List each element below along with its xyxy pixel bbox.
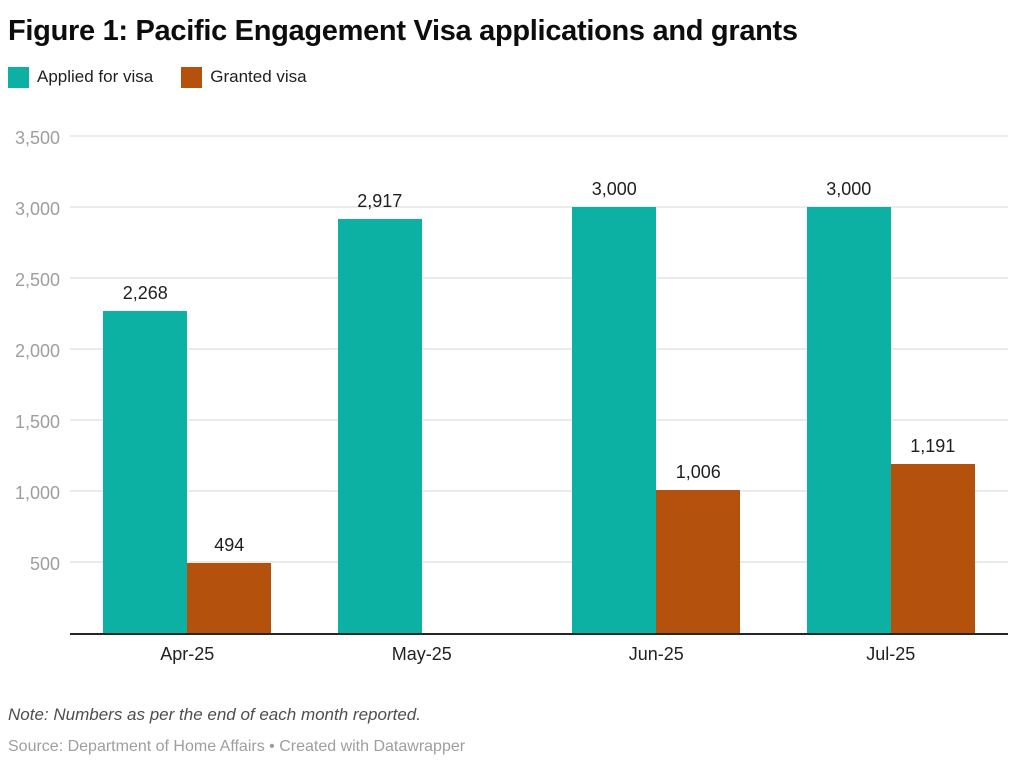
y-tick-label: 2,500 xyxy=(14,269,60,290)
bar-granted-visa xyxy=(656,489,741,633)
bar-value-label: 1,191 xyxy=(910,435,956,456)
bar-slot: 1,006 xyxy=(656,138,741,633)
bar-groups: 2,268 494 2,917 3,000 1,006 3,000 1,191 xyxy=(70,138,1008,633)
bar-applied-for-visa xyxy=(806,206,891,633)
legend-label-applied: Applied for visa xyxy=(37,67,154,87)
bar-value-label: 2,917 xyxy=(357,190,403,211)
bar-slot: 2,268 xyxy=(103,138,188,633)
legend-item-applied: Applied for visa xyxy=(8,66,154,88)
x-axis: Apr-25 May-25 Jun-25 Jul-25 xyxy=(70,635,1008,665)
y-tick-label: 3,500 xyxy=(14,127,60,148)
bar-applied-for-visa xyxy=(572,206,657,633)
legend-item-granted: Granted visa xyxy=(181,66,307,88)
chart-title: Figure 1: Pacific Engagement Visa applic… xyxy=(8,15,798,47)
bar-applied-for-visa xyxy=(103,310,188,633)
chart-source: Source: Department of Home Affairs • Cre… xyxy=(8,737,466,755)
bar-granted-visa xyxy=(187,562,272,633)
bar-slot: 3,000 xyxy=(572,138,657,633)
bar-group-may-25: 2,917 xyxy=(305,138,540,633)
gridline xyxy=(70,347,1008,350)
bar-slot: 2,917 xyxy=(337,138,422,633)
legend-label-granted: Granted visa xyxy=(210,67,307,87)
gridline xyxy=(70,134,1008,137)
bar-value-label: 2,268 xyxy=(122,282,168,303)
bar-slot xyxy=(422,138,506,633)
bar-slot: 3,000 xyxy=(806,138,891,633)
y-tick-label: 3,000 xyxy=(14,198,60,219)
bar-value-label: 3,000 xyxy=(826,178,872,199)
plot-area: 2,268 494 2,917 3,000 1,006 3,000 1,191 xyxy=(70,134,1008,635)
y-tick-label: 1,000 xyxy=(14,482,60,503)
bar-applied-for-visa xyxy=(337,218,422,633)
legend: Applied for visa Granted visa xyxy=(8,66,1024,88)
bar-slot: 494 xyxy=(187,138,272,633)
bar-group-jul-25: 3,000 1,191 xyxy=(774,138,1009,633)
y-tick-label: 500 xyxy=(29,553,60,574)
gridline xyxy=(70,276,1008,279)
bar-value-label: 3,000 xyxy=(591,178,637,199)
gridline xyxy=(70,205,1008,208)
chart-area: 500 1,000 1,500 2,000 2,500 3,000 3,500 2,268 4… xyxy=(8,128,1008,665)
y-tick-label: 1,500 xyxy=(14,411,60,432)
applied-color-swatch xyxy=(8,66,29,88)
x-tick-label: Jul-25 xyxy=(866,643,916,664)
x-tick-label: Apr-25 xyxy=(160,643,215,664)
chart-note: Note: Numbers as per the end of each mon… xyxy=(8,704,421,724)
gridline xyxy=(70,560,1008,563)
bar-slot: 1,191 xyxy=(890,138,975,633)
gridline xyxy=(70,489,1008,492)
granted-color-swatch xyxy=(181,66,203,88)
gridline xyxy=(70,418,1008,421)
y-tick-label: 2,000 xyxy=(14,340,60,361)
bar-group-apr-25: 2,268 494 xyxy=(70,138,305,633)
x-tick-label: May-25 xyxy=(391,643,452,664)
bar-granted-visa xyxy=(890,463,975,633)
bar-group-jun-25: 3,000 1,006 xyxy=(539,138,774,633)
bar-value-label: 494 xyxy=(214,534,245,555)
bar-value-label: 1,006 xyxy=(675,461,721,482)
x-tick-label: Jun-25 xyxy=(628,643,684,664)
